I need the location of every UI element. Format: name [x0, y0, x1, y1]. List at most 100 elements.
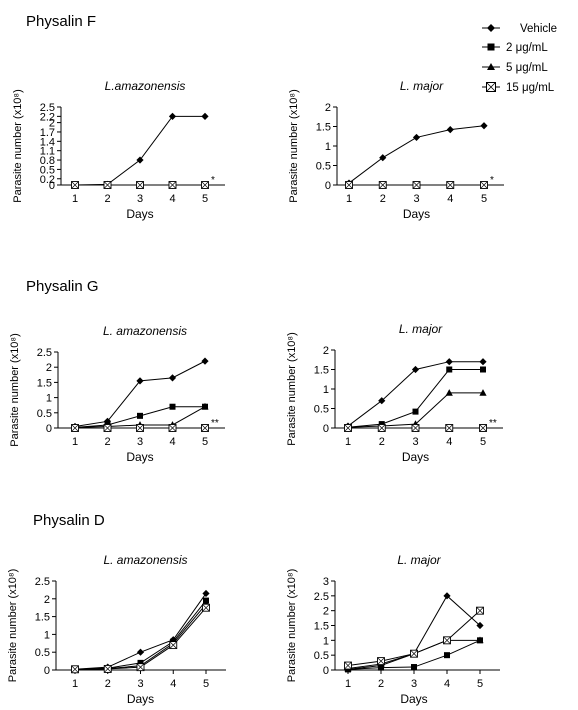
series-15-g-ml: [71, 424, 209, 432]
data-point: [71, 424, 79, 432]
data-point: [168, 374, 177, 382]
series-line: [74, 593, 207, 670]
x-tick-label: 4: [444, 678, 450, 690]
x-tick-label: 4: [447, 193, 453, 205]
y-axis-label: Parasite number (x10⁸): [286, 332, 298, 445]
series-15-g-ml: [71, 181, 209, 189]
y-tick-label: 0: [49, 180, 55, 192]
x-tick-label: 4: [169, 193, 175, 205]
data-point: [411, 664, 417, 671]
x-tick-label: 4: [446, 436, 452, 448]
chart-title: L. major: [400, 79, 444, 93]
data-point: [480, 122, 488, 130]
chart-title: L. major: [399, 322, 443, 336]
data-point: [136, 181, 144, 189]
x-tick-label: 1: [345, 436, 351, 448]
x-axis-label: Days: [402, 450, 429, 464]
y-axis-label: Parasite number (x10⁸): [288, 89, 300, 202]
data-point: [344, 661, 352, 670]
y-tick-label: 1: [44, 629, 50, 641]
data-point: [169, 641, 178, 650]
x-tick-label: 5: [480, 436, 486, 448]
significance-annotation: *: [490, 175, 494, 186]
y-tick-label: 1: [325, 141, 331, 153]
diamond-marker-icon: [487, 24, 495, 32]
x-axis-label: Days: [126, 207, 153, 221]
data-point: [377, 424, 386, 432]
x-tick-label: 2: [104, 193, 110, 205]
y-tick-label: 1.5: [316, 122, 331, 134]
series-line: [74, 600, 207, 670]
legend-entry-15ug: 15 μg/mL: [482, 82, 555, 94]
data-point: [168, 181, 177, 189]
y-tick-label: 0.5: [314, 650, 329, 662]
chart-physalin-d-l-major: L. major 0 0.5 1 1.5 2 2.5 3 1 2 3 4 5 Days Parasite n…: [286, 553, 500, 706]
data-point: [169, 403, 176, 410]
y-tick-label: 2.5: [35, 576, 50, 588]
chart-title: L.amazonensis: [105, 79, 186, 93]
data-point: [444, 652, 450, 659]
y-tick-label: 0.5: [35, 647, 50, 659]
section-title-physalin-g: Physalin G: [26, 278, 99, 295]
y-tick-label: 3: [323, 576, 329, 588]
chart-panels: L.amazonensis00.20.50.81.11.41.722.22.51…: [7, 79, 504, 706]
y-tick-label: 0: [46, 423, 52, 435]
data-point: [201, 402, 209, 410]
x-tick-label: 3: [137, 193, 143, 205]
data-point: [136, 377, 144, 385]
data-point: [103, 181, 112, 189]
data-point: [479, 424, 487, 432]
data-point: [445, 424, 454, 432]
x-axis-label: Days: [403, 207, 430, 221]
x-tick-label: 2: [104, 436, 110, 448]
y-tick-label: 2: [323, 345, 329, 357]
x-tick-label: 3: [412, 436, 418, 448]
y-tick-label: 1: [323, 635, 329, 647]
data-point: [201, 357, 209, 365]
y-tick-label: 2.5: [314, 591, 329, 603]
data-point: [443, 636, 451, 645]
y-tick-label: 0.2: [40, 174, 55, 186]
square-marker-icon: [487, 43, 495, 51]
y-tick-label: 2.2: [40, 111, 55, 123]
data-point: [410, 649, 418, 658]
data-point: [344, 424, 352, 432]
chart-physalin-g-l-amazonensis: L. amazonensis 0 0.5 1 1.5 2 2.5 1 2 3 4 5 Days Paras…: [9, 324, 225, 464]
data-point: [202, 589, 210, 598]
significance-annotation: **: [211, 418, 219, 429]
y-tick-label: 0.5: [314, 404, 329, 416]
data-point: [379, 154, 387, 162]
data-point: [480, 181, 488, 189]
x-tick-label: 2: [380, 193, 386, 205]
data-point: [71, 665, 79, 674]
y-tick-label: 2.5: [40, 102, 55, 114]
data-point: [411, 424, 420, 432]
x-tick-label: 5: [203, 678, 209, 690]
y-axis-label: Parasite number (x10⁸): [9, 333, 21, 446]
y-tick-label: 1: [323, 384, 329, 396]
data-point: [71, 181, 79, 189]
section-title-physalin-f: Physalin F: [26, 13, 96, 30]
data-point: [103, 424, 112, 432]
series-line: [347, 595, 481, 670]
y-tick-label: 0: [44, 665, 50, 677]
x-tick-label: 2: [378, 678, 384, 690]
y-axis-label: Parasite number (x10⁸): [286, 569, 298, 682]
data-point: [201, 112, 209, 120]
series-vehicle: [71, 112, 209, 189]
data-point: [480, 366, 486, 373]
series-vehicle: [344, 358, 487, 430]
data-point: [202, 603, 210, 612]
x-tick-label: 4: [169, 436, 175, 448]
data-point: [136, 663, 145, 672]
legend-entry-vehicle: Vehicle: [482, 23, 557, 35]
y-tick-label: 1.5: [37, 377, 52, 389]
series-15-g-ml: [344, 606, 484, 670]
triangle-marker-icon: [487, 63, 495, 70]
y-tick-label: 0: [325, 180, 331, 192]
y-axis-label: Parasite number (x10⁸): [7, 569, 19, 682]
data-point: [476, 606, 484, 615]
legend-label-5ug: 5 μg/mL: [506, 62, 548, 74]
x-tick-label: 5: [477, 678, 483, 690]
